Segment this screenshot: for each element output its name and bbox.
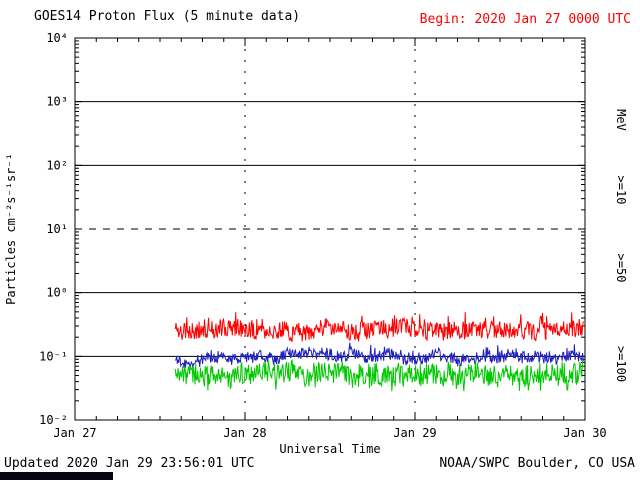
- flux-series: [174, 359, 584, 392]
- y-axis-label: Particles cm⁻²s⁻¹sr⁻¹: [4, 153, 18, 305]
- x-tick-label: Jan 29: [393, 426, 436, 440]
- bottom-edge-bar: [0, 472, 113, 480]
- y-tick-label: 10¹: [46, 222, 68, 236]
- x-axis-label: Universal Time: [279, 442, 380, 455]
- y-tick-label: 10⁴: [46, 31, 68, 45]
- plot-frame: [74, 37, 586, 421]
- flux-series: [174, 342, 584, 368]
- chart-title: GOES14 Proton Flux (5 minute data): [34, 9, 301, 24]
- source-attribution: NOAA/SWPC Boulder, CO USA: [439, 456, 635, 471]
- legend-threshold-label: >=50: [614, 254, 628, 283]
- right-axis-unit-label: MeV: [614, 109, 628, 131]
- x-tick-label: Jan 30: [563, 426, 606, 440]
- begin-time-label: Begin: 2020 Jan 27 0000 UTC: [419, 12, 631, 27]
- y-tick-label: 10²: [46, 158, 68, 172]
- y-tick-label: 10⁻¹: [39, 349, 68, 363]
- x-tick-label: Jan 28: [223, 426, 266, 440]
- y-tick-label: 10⁻²: [39, 413, 68, 427]
- flux-series: [174, 312, 584, 342]
- updated-timestamp: Updated 2020 Jan 29 23:56:01 UTC: [4, 456, 255, 471]
- legend-threshold-label: >=100: [614, 346, 628, 382]
- y-tick-label: 10³: [46, 95, 68, 109]
- legend-threshold-label: >=10: [614, 176, 628, 205]
- x-tick-label: Jan 27: [53, 426, 96, 440]
- y-tick-label: 10⁰: [46, 286, 68, 300]
